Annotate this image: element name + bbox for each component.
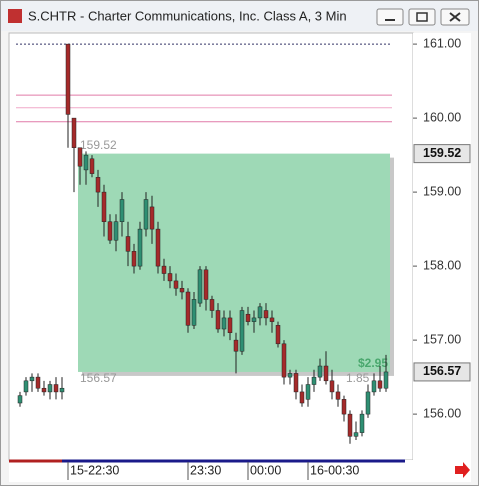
candle-body (299, 391, 305, 404)
candle-body (323, 365, 329, 382)
x-tick-label: 15-22:30 (70, 463, 119, 477)
x-tick-label: 23:30 (190, 463, 221, 477)
app-icon (8, 9, 22, 23)
candle-body (233, 339, 239, 352)
candle-body (125, 236, 131, 252)
candle-body (59, 387, 65, 393)
candle-body (353, 432, 359, 437)
candle-body (269, 317, 275, 322)
price-tag (413, 144, 471, 164)
candle-body (335, 391, 341, 400)
maximize-icon (416, 12, 428, 22)
candle-body (377, 380, 383, 389)
y-tick-label: 160.00 (423, 110, 461, 124)
y-tick-label: 157.00 (423, 332, 461, 346)
candle-body (23, 380, 29, 393)
entry-label: 159.52 (80, 138, 117, 152)
candle-body (263, 310, 269, 319)
candle-body (113, 221, 119, 241)
candle-body (71, 117, 77, 148)
candle-body (155, 228, 161, 267)
candle-body (173, 280, 179, 289)
profit-label: $2.95 (358, 356, 388, 370)
time-axis (9, 460, 471, 482)
x-tick-label: 16-00:30 (310, 463, 359, 477)
window-title: S.CHTR - Charter Communications, Inc. Cl… (28, 8, 347, 23)
candle-body (95, 177, 101, 193)
candle-body (209, 299, 215, 311)
minimize-button[interactable] (376, 8, 404, 26)
candle-body (65, 43, 71, 115)
candle-body (131, 251, 137, 267)
candle-body (119, 199, 125, 222)
candle-body (179, 288, 185, 293)
y-tick-label: 156.00 (423, 406, 461, 420)
candle-body (227, 317, 233, 333)
y-tick-label: 158.00 (423, 258, 461, 272)
candle-body (311, 376, 317, 385)
candle-body (17, 395, 23, 404)
scroll-arrow[interactable] (455, 462, 470, 478)
candle-body (287, 373, 293, 378)
candle-body (89, 158, 95, 174)
x-tick-label: 00:00 (250, 463, 281, 477)
candle-body (35, 376, 41, 389)
candle-body (383, 371, 389, 389)
current-label: 156.57 (80, 371, 117, 385)
candle-body (197, 269, 203, 304)
candle-body (221, 317, 227, 330)
candle-body (371, 380, 377, 393)
maximize-button[interactable] (408, 8, 436, 26)
candle-body (281, 343, 287, 378)
candle-body (29, 376, 35, 382)
candle-body (293, 373, 299, 393)
candle-body (317, 365, 323, 378)
candle-body (149, 206, 155, 230)
plot: 156.00 157.00 158.00 159.00 160.00 161.00 159.… (16, 36, 471, 480)
position-box (78, 153, 390, 372)
candle-body (359, 413, 365, 433)
candle-body (107, 221, 113, 241)
close-icon (449, 12, 461, 22)
candle-body (47, 384, 53, 393)
candle-body (239, 310, 245, 352)
candle-body (191, 299, 197, 326)
y-tick-label: 159.00 (423, 184, 461, 198)
price-tag-label: 156.57 (423, 364, 461, 378)
candle-body (53, 384, 59, 393)
candle-body (257, 306, 263, 319)
price-tag-label: 159.52 (423, 146, 461, 160)
candle-body (101, 191, 107, 222)
candle-body (347, 413, 353, 437)
y-tick-label: 161.00 (423, 36, 461, 50)
candle-body (185, 291, 191, 326)
candle-body (137, 228, 143, 267)
candle-body (329, 380, 335, 393)
candle-body (77, 147, 83, 167)
candle-body (251, 317, 257, 322)
candle-body (275, 325, 281, 345)
candle-body (203, 269, 209, 300)
candle-body (83, 154, 89, 171)
price-tag (413, 362, 471, 382)
candle-body (245, 313, 251, 322)
candle-body (161, 265, 167, 274)
candle-body (365, 391, 371, 415)
candle-body (215, 310, 221, 330)
candle-body (143, 199, 149, 230)
candle-body (305, 384, 311, 400)
candle-body (41, 387, 47, 393)
price-axis (413, 33, 471, 460)
percent-label: 1.85 (346, 371, 370, 385)
candle-body (341, 399, 347, 415)
candle-body (167, 273, 173, 282)
